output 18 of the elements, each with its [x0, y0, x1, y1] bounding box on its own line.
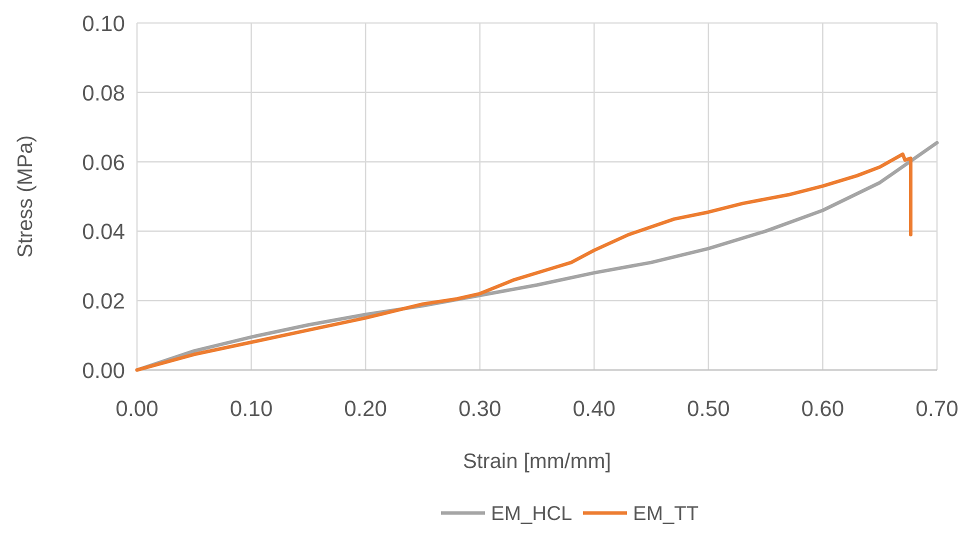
- y-tick-label: 0.06: [82, 150, 125, 175]
- x-tick-label: 0.10: [230, 396, 273, 421]
- legend-label: EM_TT: [633, 503, 699, 525]
- y-tick-label: 0.04: [82, 219, 125, 244]
- x-tick-label: 0.40: [572, 396, 616, 421]
- y-axis-title: Stress (MPa): [14, 135, 37, 258]
- x-tick-label: 0.60: [801, 396, 844, 421]
- legend-label: EM_HCL: [491, 503, 572, 525]
- x-tick-label: 0.70: [916, 396, 958, 421]
- y-tick-label: 0.10: [82, 11, 125, 36]
- x-tick-label: 0.00: [116, 396, 158, 421]
- x-tick-label: 0.20: [344, 396, 387, 421]
- y-tick-label: 0.02: [82, 288, 125, 314]
- x-tick-label: 0.50: [687, 396, 730, 421]
- y-tick-label: 0.00: [82, 358, 125, 383]
- y-tick-label: 0.08: [82, 80, 125, 106]
- x-axis-title: Strain [mm/mm]: [462, 450, 612, 473]
- x-tick-label: 0.30: [458, 396, 502, 421]
